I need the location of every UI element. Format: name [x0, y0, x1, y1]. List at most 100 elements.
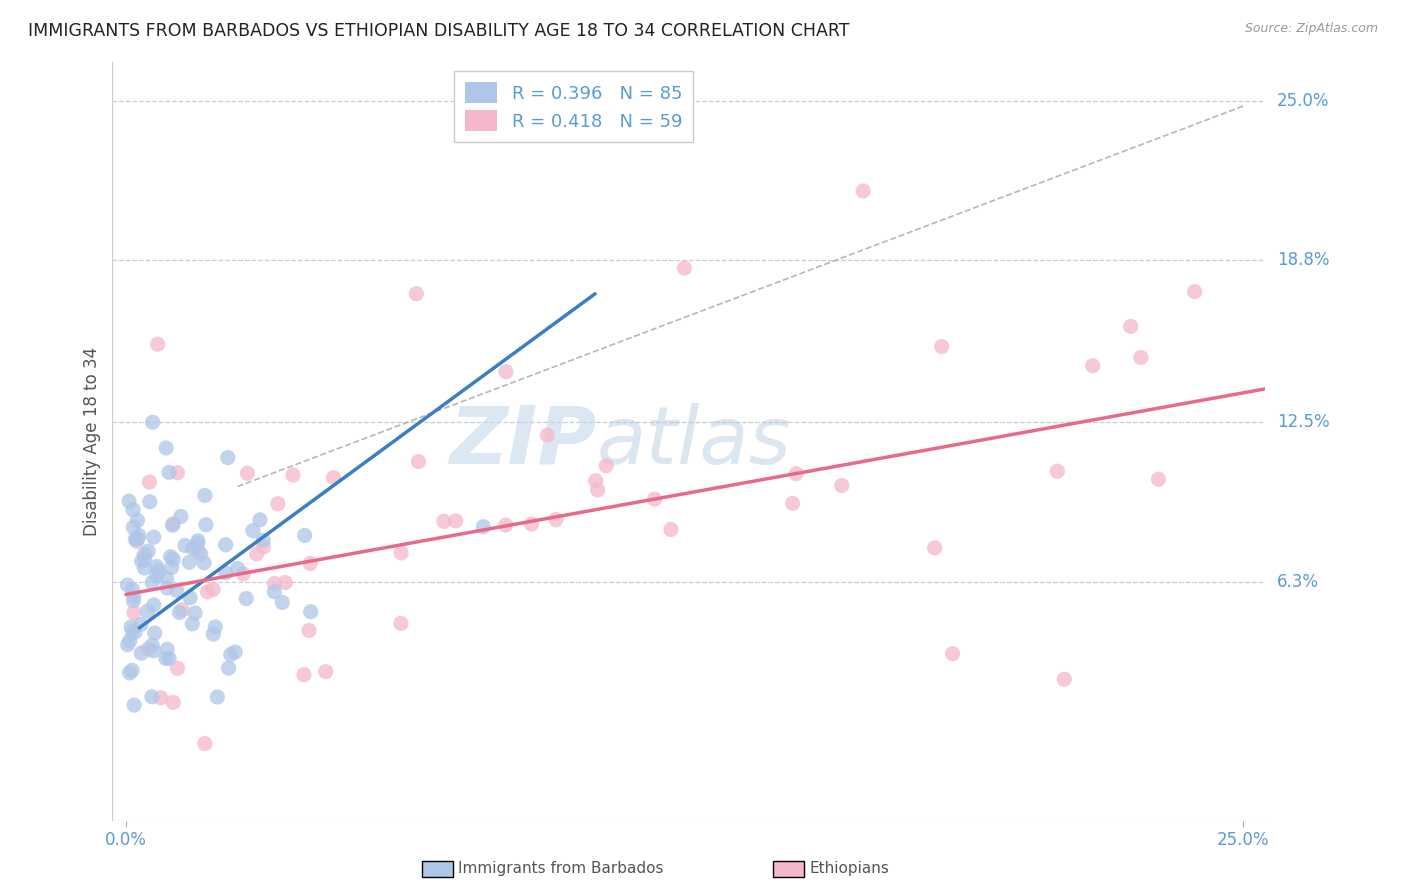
- Text: 18.8%: 18.8%: [1277, 252, 1330, 269]
- Point: [162, 696, 184, 710]
- Point: [136, 544, 159, 558]
- Point: [389, 616, 412, 631]
- Point: [204, 620, 226, 634]
- Point: [659, 523, 682, 537]
- Point: [128, 528, 150, 542]
- Point: [181, 616, 204, 631]
- Point: [252, 533, 274, 548]
- Text: ZIP: ZIP: [450, 402, 596, 481]
- Point: [162, 516, 184, 531]
- Point: [120, 620, 142, 634]
- Point: [169, 606, 191, 620]
- Point: [831, 478, 853, 492]
- Text: Ethiopians: Ethiopians: [810, 862, 890, 876]
- Point: [146, 559, 169, 574]
- Point: [299, 557, 322, 571]
- Point: [117, 578, 139, 592]
- Point: [129, 617, 152, 632]
- Point: [207, 690, 229, 704]
- Point: [121, 624, 143, 639]
- Point: [495, 518, 517, 533]
- Point: [122, 698, 145, 712]
- Point: [122, 594, 145, 608]
- Point: [315, 665, 337, 679]
- Point: [267, 497, 290, 511]
- Point: [122, 590, 145, 604]
- Point: [127, 513, 149, 527]
- Point: [124, 532, 146, 546]
- Point: [118, 633, 141, 648]
- Point: [160, 560, 183, 574]
- Point: [271, 595, 294, 609]
- Point: [162, 552, 184, 566]
- Point: [252, 540, 274, 554]
- Point: [142, 530, 165, 544]
- Text: Source: ZipAtlas.com: Source: ZipAtlas.com: [1244, 22, 1378, 36]
- Point: [141, 638, 163, 652]
- Point: [472, 519, 495, 533]
- Point: [214, 538, 236, 552]
- Point: [294, 528, 316, 542]
- Point: [1046, 464, 1069, 478]
- Point: [444, 514, 467, 528]
- Point: [155, 441, 177, 455]
- Point: [236, 467, 259, 481]
- Point: [235, 591, 257, 606]
- Point: [195, 517, 218, 532]
- Point: [166, 583, 188, 598]
- Point: [586, 483, 609, 497]
- Point: [292, 667, 315, 681]
- Point: [121, 582, 143, 597]
- Point: [931, 340, 953, 354]
- Point: [136, 642, 159, 657]
- Point: [249, 513, 271, 527]
- Y-axis label: Disability Age 18 to 34: Disability Age 18 to 34: [83, 347, 101, 536]
- Point: [187, 533, 209, 548]
- Point: [389, 546, 412, 560]
- Point: [242, 524, 264, 538]
- Point: [1053, 673, 1076, 687]
- Point: [193, 556, 215, 570]
- Point: [187, 543, 209, 558]
- Point: [298, 624, 321, 638]
- Point: [142, 598, 165, 612]
- Point: [166, 661, 188, 675]
- Point: [118, 665, 141, 680]
- Point: [274, 575, 297, 590]
- Point: [141, 575, 163, 590]
- Point: [299, 605, 322, 619]
- Point: [138, 475, 160, 489]
- Point: [118, 494, 141, 508]
- Point: [162, 518, 184, 533]
- Point: [157, 466, 180, 480]
- Point: [520, 516, 543, 531]
- Point: [214, 566, 236, 580]
- Point: [184, 606, 207, 620]
- Text: 25.0%: 25.0%: [1277, 92, 1330, 110]
- Point: [673, 261, 696, 276]
- Point: [142, 644, 165, 658]
- Point: [134, 551, 156, 566]
- Point: [157, 651, 180, 665]
- Point: [121, 663, 143, 677]
- Point: [142, 415, 165, 429]
- Point: [782, 496, 804, 510]
- Point: [159, 549, 181, 564]
- Point: [1119, 319, 1142, 334]
- Point: [644, 492, 666, 507]
- Point: [141, 690, 163, 704]
- Point: [942, 647, 965, 661]
- Point: [190, 547, 212, 561]
- Point: [263, 584, 285, 599]
- Text: IMMIGRANTS FROM BARBADOS VS ETHIOPIAN DISABILITY AGE 18 TO 34 CORRELATION CHART: IMMIGRANTS FROM BARBADOS VS ETHIOPIAN DI…: [28, 22, 849, 40]
- Point: [536, 428, 558, 442]
- Point: [595, 458, 617, 473]
- Point: [166, 466, 188, 480]
- Point: [263, 576, 285, 591]
- Point: [155, 651, 177, 665]
- Point: [585, 474, 607, 488]
- Point: [224, 645, 246, 659]
- Point: [148, 564, 170, 578]
- Point: [433, 514, 456, 528]
- Legend: R = 0.396   N = 85, R = 0.418   N = 59: R = 0.396 N = 85, R = 0.418 N = 59: [454, 71, 693, 142]
